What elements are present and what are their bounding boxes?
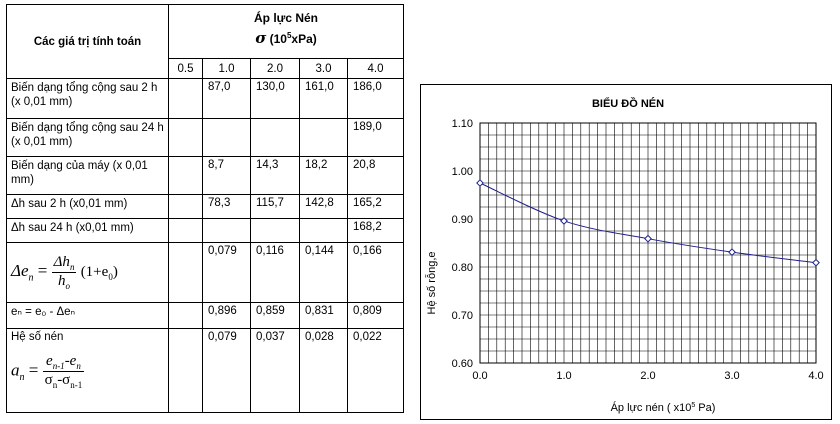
data-point [644, 234, 652, 243]
table-row: Δh sau 2 h (x0,01 mm) 78,3 115,7 142,8 1… [6, 194, 404, 219]
pressure-header: Áp lực Nén σ (105xPa) [168, 4, 404, 59]
y-tick-label: 1.00 [452, 166, 473, 178]
row-label: Biến dạng tổng cộng sau 24 h (x 0,01 mm) [6, 118, 169, 157]
table-row: Hệ số nén an = en-1-en σn-σn-1 0,079 0,0… [6, 328, 404, 413]
table-row: Biến dạng tổng cộng sau 2 h (x 0,01 mm) … [6, 78, 404, 119]
pressure-title: Áp lực Nén [253, 11, 319, 25]
table-row: Biến dạng tổng cộng sau 24 h (x 0,01 mm)… [6, 118, 404, 157]
chart-series [476, 179, 820, 267]
chart-title: BIỂU ĐỒ NÉN [592, 97, 664, 110]
pressure-unit: σ (105xPa) [255, 29, 317, 47]
row-label: Δh sau 24 h (x0,01 mm) [6, 218, 169, 243]
x-tick-label: 0.0 [472, 370, 487, 382]
x-tick-label: 2.0 [640, 370, 655, 382]
plot-frame [479, 122, 817, 364]
x-tick-label: 3.0 [724, 370, 739, 382]
y-tick-label: 0.90 [452, 214, 473, 226]
pressure-col-4: 3.0 [299, 58, 348, 79]
table-row: Δh sau 24 h (x0,01 mm) 168,2 [6, 218, 404, 243]
a-n-formula: an = en-1-en σn-σn-1 [11, 353, 85, 390]
pressure-col-2: 1.0 [202, 58, 251, 79]
y-axis-label: Hệ số rỗng,e [425, 252, 438, 315]
row-label: Hệ số nén [11, 331, 64, 343]
pressure-col-5: 4.0 [347, 58, 404, 79]
chart-tick-labels: 0.0 1.0 2.0 3.0 4.0 0.60 0.70 0.80 0.90 1.00 1.10 [452, 118, 824, 382]
table-row: Biến dạng của máy (x 0,01 mm) 8,7 14,3 1… [6, 156, 404, 195]
y-tick-label: 0.70 [452, 310, 473, 322]
row-label: Biến dạng của máy (x 0,01 mm) [6, 156, 169, 195]
x-tick-label: 1.0 [556, 370, 571, 382]
row-label: eₙ = e₀ - Δeₙ [6, 302, 169, 329]
compression-chart: BIỂU ĐỒ NÉN 0.0 1.0 2.0 3.0 4.0 0.60 0.70 0.80 0… [420, 84, 832, 420]
chart-svg: BIỂU ĐỒ NÉN 0.0 1.0 2.0 3.0 4.00.600.700.800… [425, 97, 824, 414]
data-point [812, 258, 820, 267]
x-axis-label: Áp lực nén ( x105 Pa) [611, 401, 716, 414]
chart-axes [479, 122, 817, 364]
compression-table: Các giá trị tính toán Áp lực Nén σ (105x… [6, 4, 404, 413]
pressure-col-1: 0.5 [168, 58, 203, 79]
header-label: Các giá trị tính toán [6, 4, 169, 79]
delta-e-formula: Δen = Δhn ho (1+e0) [6, 242, 169, 303]
data-point [728, 248, 736, 257]
pressure-col-3: 2.0 [250, 58, 300, 79]
x-tick-label: 4.0 [808, 370, 823, 382]
data-point [560, 217, 568, 225]
y-tick-label: 0.80 [452, 262, 473, 274]
row-label: Δh sau 2 h (x0,01 mm) [6, 194, 169, 219]
row-label: Biến dạng tổng cộng sau 2 h (x 0,01 mm) [6, 78, 169, 119]
chart-grid [479, 122, 817, 364]
table-row: eₙ = e₀ - Δeₙ 0,896 0,859 0,831 0,809 [6, 302, 404, 329]
table-row: Δen = Δhn ho (1+e0) 0,079 0,116 0,144 0,… [6, 242, 404, 303]
compression-coefficient-cell: Hệ số nén an = en-1-en σn-σn-1 [6, 328, 169, 413]
y-tick-label: 0.60 [452, 358, 473, 370]
data-point [476, 179, 484, 187]
y-tick-label: 1.10 [452, 118, 473, 130]
